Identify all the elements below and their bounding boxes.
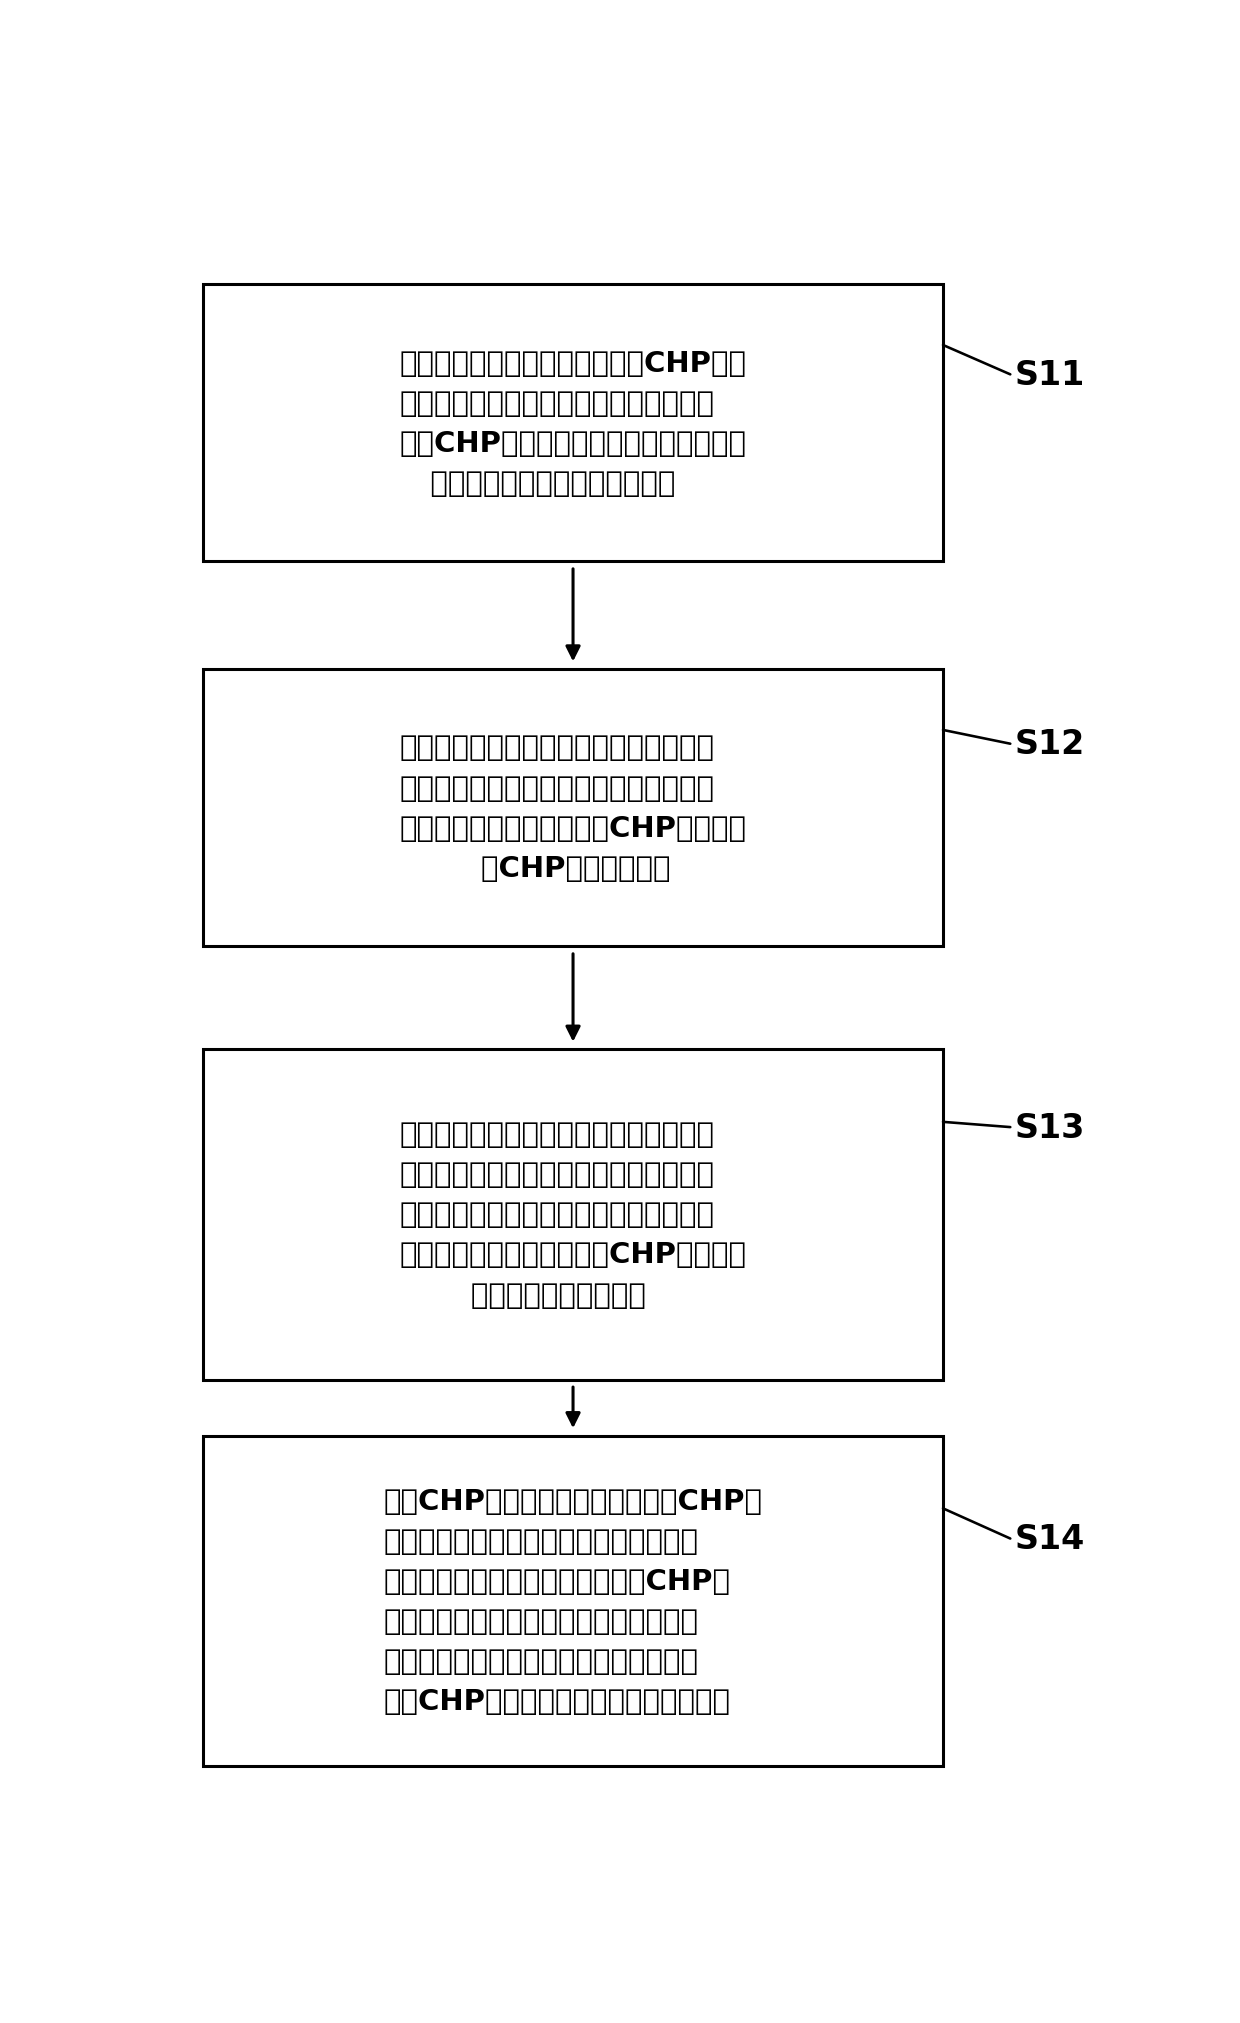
Text: 预先根据综合能源系统所包含的CHP机组
、可再生能源机组、及制冷机组，建立对
应的CHP机组稳态模型、可再生能源机组
   稳态模型、及制冷机组稳态模型: 预先根据综合能源系统所包含的CHP机组 、可再生能源机组、及制冷机组，建立对 应… [399, 350, 746, 498]
Text: 根据可再生能源机组稳态模型计算可再生
能源机组的生活热水供应量，并根据用户
侧的生活热水需求数据、及可再生能源机
组的生活热水供应量，计算CHP机组所需
   : 根据可再生能源机组稳态模型计算可再生 能源机组的生活热水供应量，并根据用户 侧的… [399, 1121, 746, 1309]
Text: 根据用户侧的冷负荷需求数据、及制冷机
组稳态模型，计算制冷机组所需的蒸汽量
，并将所需的蒸汽量发送给CHP机组，以
        由CHP机组进行提供: 根据用户侧的冷负荷需求数据、及制冷机 组稳态模型，计算制冷机组所需的蒸汽量 ，并… [399, 734, 746, 882]
Bar [203, 1436, 942, 1766]
Text: S14: S14 [1016, 1521, 1085, 1556]
Text: S12: S12 [1016, 728, 1085, 761]
Text: 根据CHP机组所需提供的供热量、CHP机
组稳态模型、及用户侧的电负荷需求数据
，计算外部电网的供电量，其中，CHP机
组所需提供的供热量包括用户侧的工业蒸
汽: 根据CHP机组所需提供的供热量、CHP机 组稳态模型、及用户侧的电负荷需求数据 … [383, 1487, 763, 1716]
Text: S11: S11 [1016, 358, 1085, 392]
Bar [203, 1050, 942, 1380]
Bar [203, 285, 942, 562]
Bar [203, 670, 942, 947]
Text: S13: S13 [1016, 1111, 1085, 1145]
